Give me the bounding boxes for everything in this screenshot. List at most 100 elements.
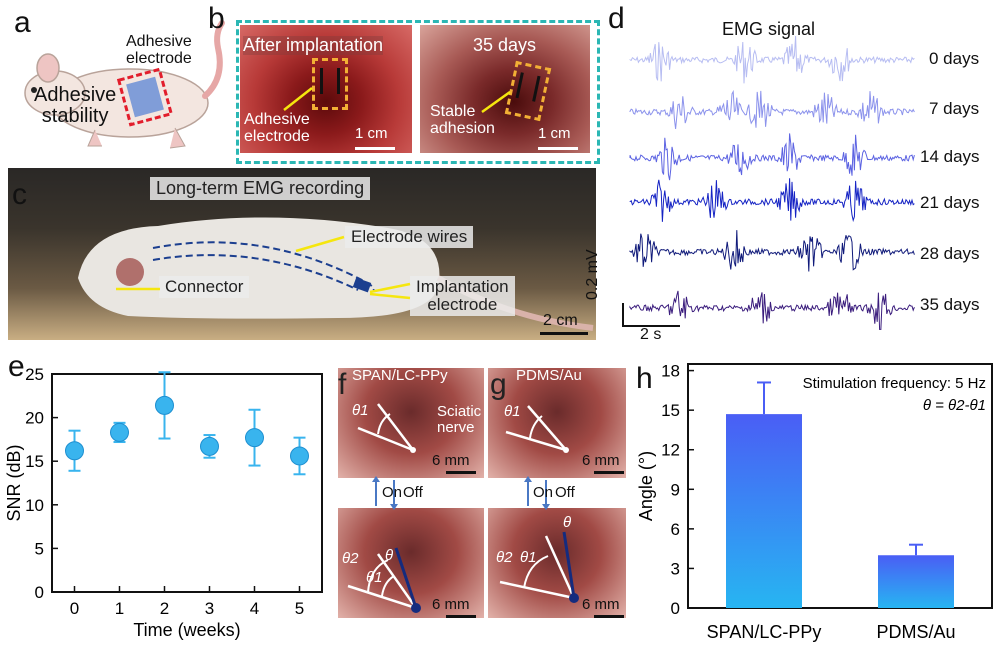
panel-label-g: g: [490, 368, 507, 401]
snr-ylabel: SNR (dB): [4, 444, 24, 521]
panel-label-f: f: [338, 368, 347, 401]
theta-equation-annotation: θ = θ2-θ1: [923, 397, 986, 414]
on-off-arrows-f: [372, 476, 398, 510]
on-off-arrows-g: [524, 476, 550, 510]
off-label-g: Off: [555, 484, 575, 501]
scale-bar-g-on: [594, 615, 624, 618]
electrode-wires-label: Electrode wires: [345, 226, 474, 248]
snr-xtick-label: 4: [250, 599, 259, 618]
wires-arrow: [295, 235, 345, 253]
photo-b-right-callout: Stable adhesion: [430, 103, 495, 137]
scale-label-f-on: 6 mm: [432, 596, 470, 613]
emg-scale-time: 2 s: [640, 326, 662, 343]
snr-point: [290, 446, 309, 466]
connector-arrow: [116, 287, 160, 291]
scale-bar-left: [355, 147, 395, 150]
angle-bar: [726, 414, 802, 608]
callout-arrow-right: [481, 90, 511, 114]
snr-point: [200, 436, 219, 456]
panel-label-a: a: [14, 6, 31, 39]
angle-ytick-label: 0: [671, 599, 680, 618]
snr-point: [155, 395, 174, 415]
scale-bar-g-off: [594, 471, 624, 474]
snr-xtick-label: 0: [70, 599, 79, 618]
photo-after-implantation: [240, 25, 412, 153]
connector-label: Connector: [159, 276, 250, 298]
emg-row-label-3: 21 days: [920, 193, 980, 212]
scale-label-f-off: 6 mm: [432, 452, 470, 469]
electrode-highlight-left: [312, 58, 348, 110]
photo-b-left-callout: Adhesive electrode: [244, 111, 310, 145]
adhesive-electrode-label: Adhesive electrode: [126, 33, 192, 67]
snr-plot-frame: [51, 373, 323, 593]
theta1-g-on: θ1: [520, 549, 537, 566]
rat-body-shape: [24, 20, 225, 149]
emg-title: EMG signal: [722, 19, 816, 39]
angle-ytick-label: 9: [671, 480, 680, 499]
scale-label-b-left: 1 cm: [355, 125, 388, 142]
snr-point: [245, 428, 264, 448]
emg-scale-voltage: 0.2 mV: [584, 249, 601, 300]
snr-xtick-label: 1: [115, 599, 124, 618]
angle-category-label: SPAN/LC-PPy: [707, 622, 822, 642]
on-label-g: On: [533, 484, 554, 501]
emg-trace-4: [629, 230, 915, 272]
panel-label-c: c: [12, 178, 27, 211]
electrode-bars-left: [320, 68, 340, 94]
snr-point: [110, 422, 129, 442]
snr-ytick-label: 0: [35, 583, 44, 602]
scale-label-g-on: 6 mm: [582, 596, 620, 613]
theta-g-on: θ: [563, 514, 572, 531]
emg-row-label-4: 28 days: [920, 244, 980, 263]
angle-ytick-label: 3: [671, 559, 680, 578]
material-f: SPAN/LC-PPy: [352, 367, 448, 384]
material-g: PDMS/Au: [516, 367, 582, 384]
panel-label-b: b: [208, 2, 225, 35]
emg-trace-5: [629, 290, 915, 330]
angle-plot-frame: [687, 363, 993, 609]
emg-traces: [629, 35, 915, 330]
snr-point: [65, 441, 84, 461]
angle-f-off: [357, 403, 416, 453]
angle-bar: [878, 555, 954, 608]
snr-xtick-label: 5: [295, 599, 304, 618]
emg-trace-2: [629, 133, 915, 181]
scale-label-b-right: 1 cm: [538, 125, 571, 142]
scale-bar-right: [538, 147, 578, 150]
theta1-f-off: θ1: [352, 402, 369, 419]
sciatic-nerve-label: Sciatic nerve: [437, 403, 482, 436]
photo-f-off: [338, 368, 484, 478]
rat-illustration: [24, 20, 225, 149]
angle-f-on: [347, 547, 421, 613]
scale-label-g-off: 6 mm: [582, 452, 620, 469]
scale-label-c: 2 cm: [543, 312, 578, 329]
scale-bar-f-on: [446, 615, 476, 618]
off-label-f: Off: [403, 484, 423, 501]
on-label-f: On: [382, 484, 403, 501]
theta2-f-on: θ2: [342, 550, 359, 567]
emg-trace-0: [629, 35, 915, 84]
emg-trace-3: [629, 178, 915, 223]
angle-ytick-label: 12: [661, 441, 680, 460]
angle-g-on: [499, 531, 579, 603]
snr-ytick-label: 10: [25, 496, 44, 515]
angle-ytick-label: 6: [671, 520, 680, 539]
angle-ytick-label: 15: [661, 401, 680, 420]
snr-ytick-label: 15: [25, 452, 44, 471]
snr-ytick-label: 25: [25, 365, 44, 384]
panel-b-frame: [236, 20, 600, 164]
scale-bar-c: [540, 332, 588, 335]
angle-ytick-label: 18: [661, 362, 680, 381]
snr-xtick-label: 2: [160, 599, 169, 618]
emg-scale-bar: [622, 303, 680, 327]
snr-chart: 0 5 10 15 20 25 0 1 2 3 4 5 Time (weeks) SNR (dB): [4, 365, 323, 640]
photo-b-right-title: 35 days: [473, 35, 537, 55]
theta1-f-on: θ1: [366, 569, 383, 586]
angle-category-label: PDMS/Au: [876, 622, 955, 642]
angle-chart: 0 3 6 9 12 15 18 Angle (°) SPAN/LC-PPy PDMS/Au Sti…: [636, 362, 993, 642]
snr-xlabel: Time (weeks): [133, 620, 240, 640]
emg-row-label-0: 0 days: [929, 49, 980, 68]
snr-ytick-label: 5: [35, 539, 44, 558]
photo-35-days: [420, 25, 590, 153]
theta1-g-off: θ1: [504, 403, 521, 420]
